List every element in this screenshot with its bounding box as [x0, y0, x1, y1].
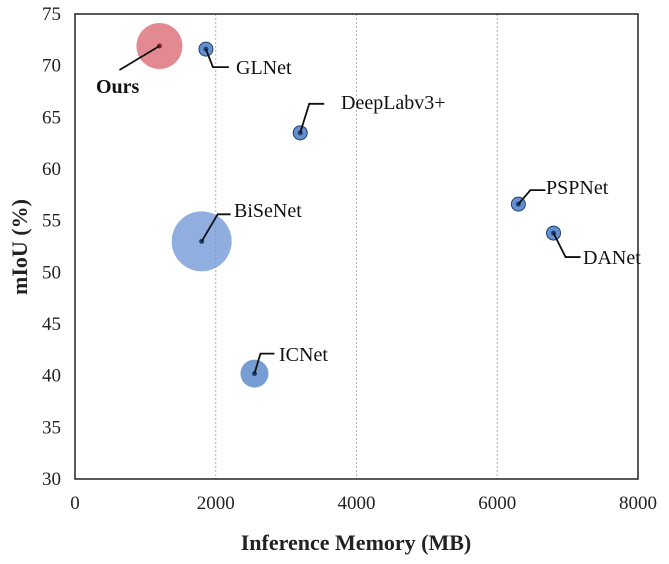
y-tick-label: 40	[42, 366, 61, 387]
y-tick-label: 35	[42, 417, 61, 438]
marks-layer	[136, 23, 562, 388]
y-tick-label: 50	[42, 262, 61, 283]
y-tick-label: 45	[42, 314, 61, 335]
label-danet: DANet	[583, 247, 641, 269]
leader-glnet	[205, 48, 229, 69]
plot-frame	[74, 13, 639, 480]
labels-layer: Ours GLNet DeepLabv3+ BiSeNet PSPNet DANet ICN…	[96, 45, 641, 374]
label-deeplabv3-: DeepLabv3+	[341, 92, 446, 114]
leader-bisenet	[200, 213, 231, 242]
y-tick-label: 60	[42, 159, 61, 180]
label-icnet: ICNet	[279, 344, 328, 366]
x-axis-title: Inference Memory (MB)	[241, 530, 472, 555]
y-tick-label: 55	[42, 211, 61, 232]
leader-pspnet	[517, 189, 546, 205]
y-tick-labels: 30 35 40 45 50 55 60 65 70 75	[42, 4, 61, 490]
y-tick-label: 30	[42, 469, 61, 490]
label-bisenet: BiSeNet	[234, 200, 302, 222]
label-ours: Ours	[96, 76, 140, 98]
leader-deeplabv3-	[299, 102, 325, 134]
grid-layer	[215, 14, 498, 479]
x-tick-label: 8000	[619, 493, 657, 514]
x-tick-label: 6000	[478, 493, 516, 514]
y-axis-title: mIoU (%)	[7, 199, 32, 295]
x-tick-labels: 0 2000 4000 6000 8000	[70, 493, 657, 514]
x-tick-label: 4000	[338, 493, 376, 514]
point-icnet	[240, 359, 269, 388]
leader-ours	[118, 45, 160, 71]
label-glnet: GLNet	[236, 57, 292, 79]
y-tick-label: 70	[42, 56, 61, 77]
x-tick-label: 0	[70, 493, 80, 514]
leader-icnet	[253, 352, 275, 374]
y-tick-label: 65	[42, 107, 61, 128]
y-tick-label: 75	[42, 4, 61, 25]
label-pspnet: PSPNet	[546, 177, 609, 199]
leader-danet	[552, 232, 581, 258]
x-tick-label: 2000	[197, 493, 235, 514]
